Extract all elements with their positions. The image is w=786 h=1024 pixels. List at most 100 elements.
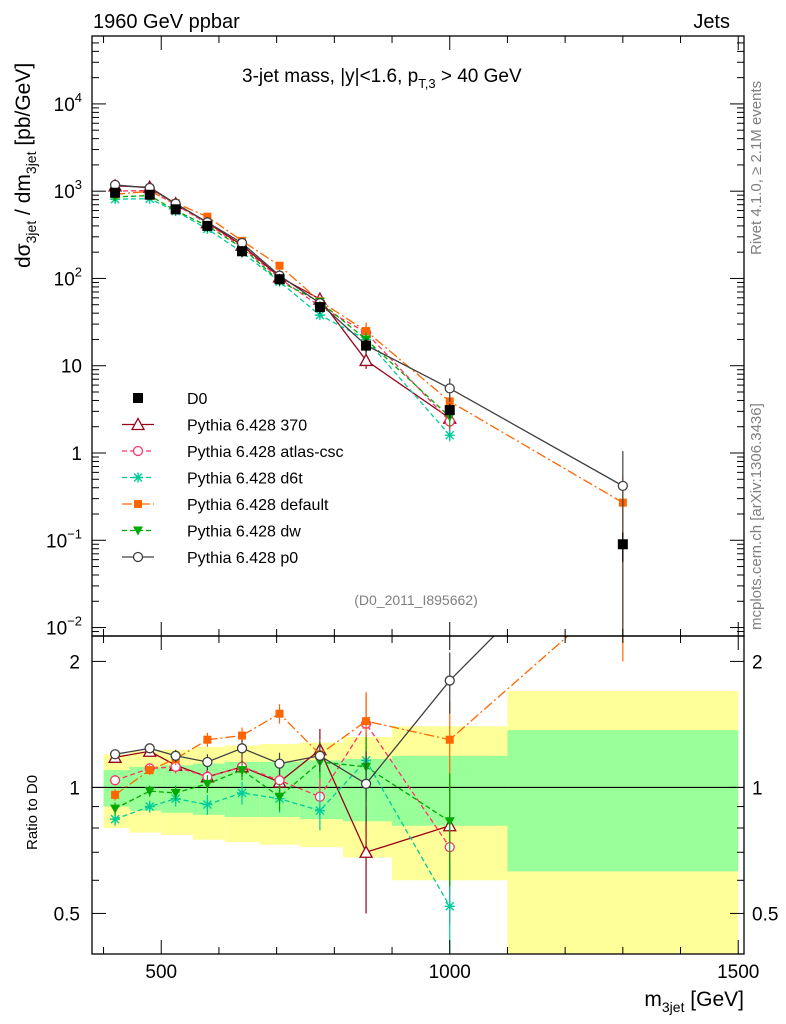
ylabel-tail: [pb/GeV] [12,63,35,152]
y-tick-base: 1 [71,444,82,465]
reference-point [444,405,455,416]
y-tick-label: 103 [54,177,82,203]
ratio-stat-band [342,758,393,822]
ratio-stat-band [192,763,225,815]
ratio-point [202,779,213,789]
ratio-point [274,792,285,802]
reference-point [110,187,121,198]
series-point [444,383,455,394]
y-tick-base: 10 [54,95,75,116]
ratio-y-tick-label-left: 0.5 [54,904,80,925]
legend-marker [133,472,143,483]
series-5-ratio [109,636,495,824]
legend-label: Pythia 6.428 p0 [187,550,298,567]
legend-label: Pythia 6.428 atlas-csc [187,444,344,461]
series-4-ratio [110,736,455,887]
ratio-point [445,735,454,744]
y-tick-exponent: −1 [67,526,82,541]
ratio-y-tick-label-right: 2 [752,652,763,673]
ratio-point [145,766,154,775]
series-4-main [110,191,455,428]
legend-marker [132,445,144,457]
reference-point [274,274,285,285]
ratio-point [314,750,326,761]
y-tick-exponent: 2 [75,264,82,279]
ratio-point [110,814,121,825]
legend-marker [133,526,143,536]
reference-point [314,302,325,313]
ylabel-mid: / dm [12,174,35,221]
rivet-version-label: Rivet 4.1.0, ≥ 2.1M events [748,81,765,255]
analysis-id: (D0_2011_I895662) [354,592,478,608]
axis-ticks [92,35,744,954]
legend-item-reference: D0 [133,391,208,408]
ratio-point [109,749,121,760]
main-frame [91,35,745,637]
y-tick-base: 10 [54,182,75,203]
y-tick-exponent: 4 [75,90,82,105]
y-tick-base: 10 [61,357,82,378]
ratio-point [358,844,374,858]
reference-point [202,220,213,231]
y-tick-label: 1 [71,444,82,465]
series-line [115,198,451,436]
process-label: Jets [693,11,730,33]
series-point [617,480,628,492]
ratio-point [144,787,155,797]
chart-title: 3-jet mass, |y|<1.6, pT,3 > 40 GeV [242,66,522,91]
legend-marker [132,551,144,563]
ratio-point [236,743,248,754]
ratio-point [144,801,155,812]
legend-item-series-4: Pythia 6.428 dw [122,524,301,541]
y-tick-exponent: −2 [67,614,82,629]
source-label: mcplots.cern.ch [arXiv:1306.3436] [748,403,765,630]
ratio-point [274,775,285,786]
ratio-point [360,778,372,789]
y-tick-base: 10 [46,619,67,640]
title-sub: T,3 [418,76,435,91]
ratio-point [237,787,248,798]
ratio-point [202,756,213,768]
series-2-main [110,193,455,442]
legend-label: Pythia 6.428 default [187,497,329,514]
ratio-y-tick-label-right: 0.5 [752,904,778,925]
series-1-main [109,185,455,433]
ratio-point [274,758,285,769]
ratio-point [110,804,121,814]
ratio-point [362,717,371,726]
series-point [275,261,284,270]
y-tick-label: 10−1 [46,526,82,552]
x-tick-label: 1500 [717,962,759,983]
legend-label: Pythia 6.428 dw [187,524,301,541]
ratio-point [111,790,120,799]
ratio-y-axis-label: Ratio to D0 [24,775,41,850]
legend-marker [133,393,143,403]
legend-marker [130,417,146,431]
y-tick-label: 102 [54,264,82,290]
series-line [115,185,451,419]
reference-point [170,204,181,215]
ratio-point [275,709,284,718]
ratio-point [144,743,155,754]
legend-item-series-2: Pythia 6.428 d6t [122,471,303,488]
ylabel-sub1: 3jet [23,221,39,244]
ratio-point [238,731,247,740]
ratio-plot-area [92,636,744,954]
reference-point [144,189,155,200]
y-tick-base: 10 [54,269,75,290]
ylabel-sub2: 3jet [23,151,39,174]
ratio-point [314,805,325,816]
ratio-series-line [114,636,495,785]
legend-label: D0 [187,391,208,408]
ratio-point [109,775,121,786]
legend-item-series-0: Pythia 6.428 370 [122,417,307,435]
series-point [314,310,325,321]
legend-label: Pythia 6.428 d6t [187,471,303,488]
main-plot-area [107,178,628,636]
reference-point [237,246,248,257]
ratio-series-line [114,636,569,796]
xlabel-sub: 3jet [662,999,685,1015]
xlabel-main: m [644,988,662,1011]
